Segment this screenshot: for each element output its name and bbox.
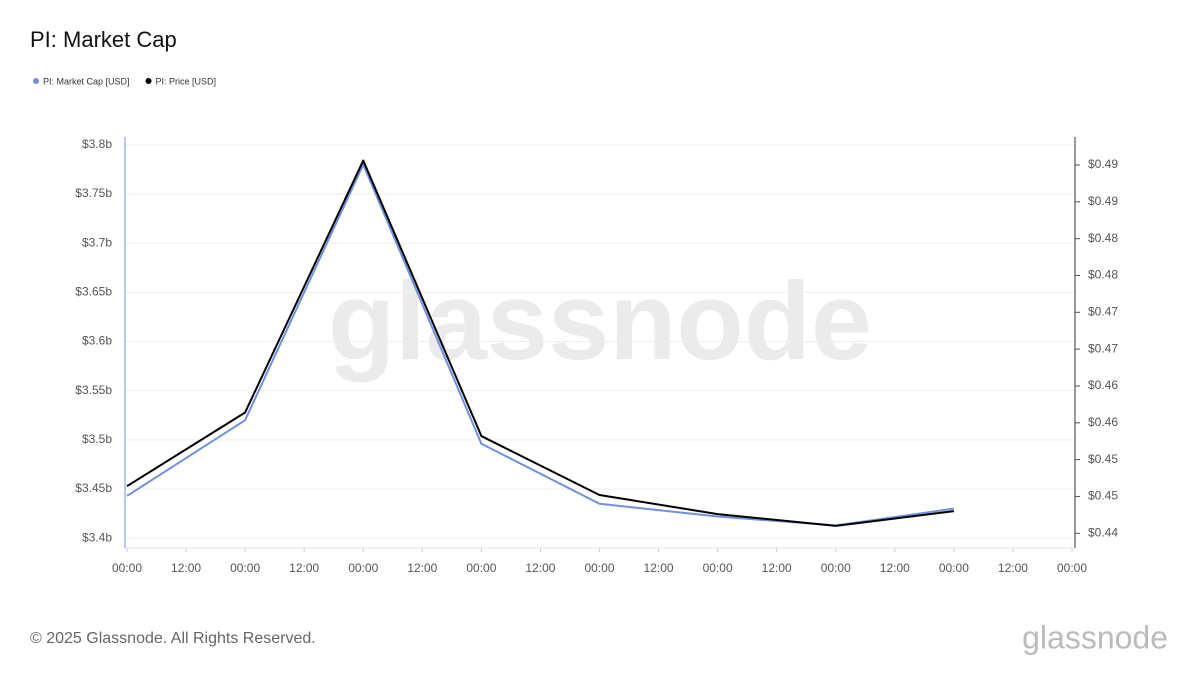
y2-tick-label: $0.44: [1088, 525, 1118, 539]
x-tick-label: 12:00: [171, 561, 201, 575]
x-tick-label: 00:00: [466, 561, 496, 575]
watermark: glassnode: [328, 260, 872, 383]
x-tick-label: 00:00: [584, 561, 614, 575]
y-tick-label: $3.6b: [82, 334, 112, 348]
y-tick-label: $3.7b: [82, 235, 112, 249]
y2-tick-label: $0.45: [1088, 489, 1118, 503]
y2-tick-label: $0.47: [1088, 341, 1118, 355]
y2-tick-label: $0.48: [1088, 231, 1118, 245]
chart-title: PI: Market Cap: [30, 27, 177, 52]
x-tick-label: 12:00: [762, 561, 792, 575]
footer: © 2025 Glassnode. All Rights Reserved.: [30, 630, 316, 647]
legend-marker: [33, 78, 39, 84]
legend-label: PI: Market Cap [USD]: [43, 76, 130, 86]
x-tick-label: 12:00: [880, 561, 910, 575]
legend-label: PI: Price [USD]: [156, 76, 217, 86]
y-tick-label: $3.8b: [82, 137, 112, 151]
y-tick-label: $3.65b: [75, 285, 112, 299]
x-tick-label: 00:00: [821, 561, 851, 575]
x-tick-label: 00:00: [348, 561, 378, 575]
y2-tick-label: $0.47: [1088, 304, 1118, 318]
y2-tick-label: $0.46: [1088, 415, 1118, 429]
y-tick-label: $3.45b: [75, 481, 112, 495]
y2-tick-label: $0.49: [1088, 157, 1118, 171]
x-tick-label: 00:00: [112, 561, 142, 575]
x-tick-label: 00:00: [1057, 561, 1087, 575]
x-tick-label: 12:00: [525, 561, 555, 575]
y2-tick-label: $0.45: [1088, 452, 1118, 466]
x-tick-label: 12:00: [289, 561, 319, 575]
x-tick-label: 00:00: [703, 561, 733, 575]
y-tick-label: $3.55b: [75, 383, 112, 397]
y-tick-label: $3.5b: [82, 432, 112, 446]
line: [126, 159, 954, 527]
y-tick-label: $3.4b: [82, 530, 112, 544]
x-tick-label: 00:00: [230, 561, 260, 575]
x-tick-label: 12:00: [998, 561, 1028, 575]
logo: glassnode: [1022, 619, 1168, 655]
x-tick-label: 12:00: [644, 561, 674, 575]
legend-marker: [145, 78, 152, 84]
y2-tick-label: $0.46: [1088, 378, 1118, 392]
x-tick-label: 12:00: [407, 561, 437, 575]
y2-tick-label: $0.48: [1088, 268, 1118, 282]
y-tick-label: $3.75b: [75, 186, 112, 200]
y2-tick-label: $0.49: [1088, 194, 1118, 208]
x-tick-label: 00:00: [939, 561, 969, 575]
